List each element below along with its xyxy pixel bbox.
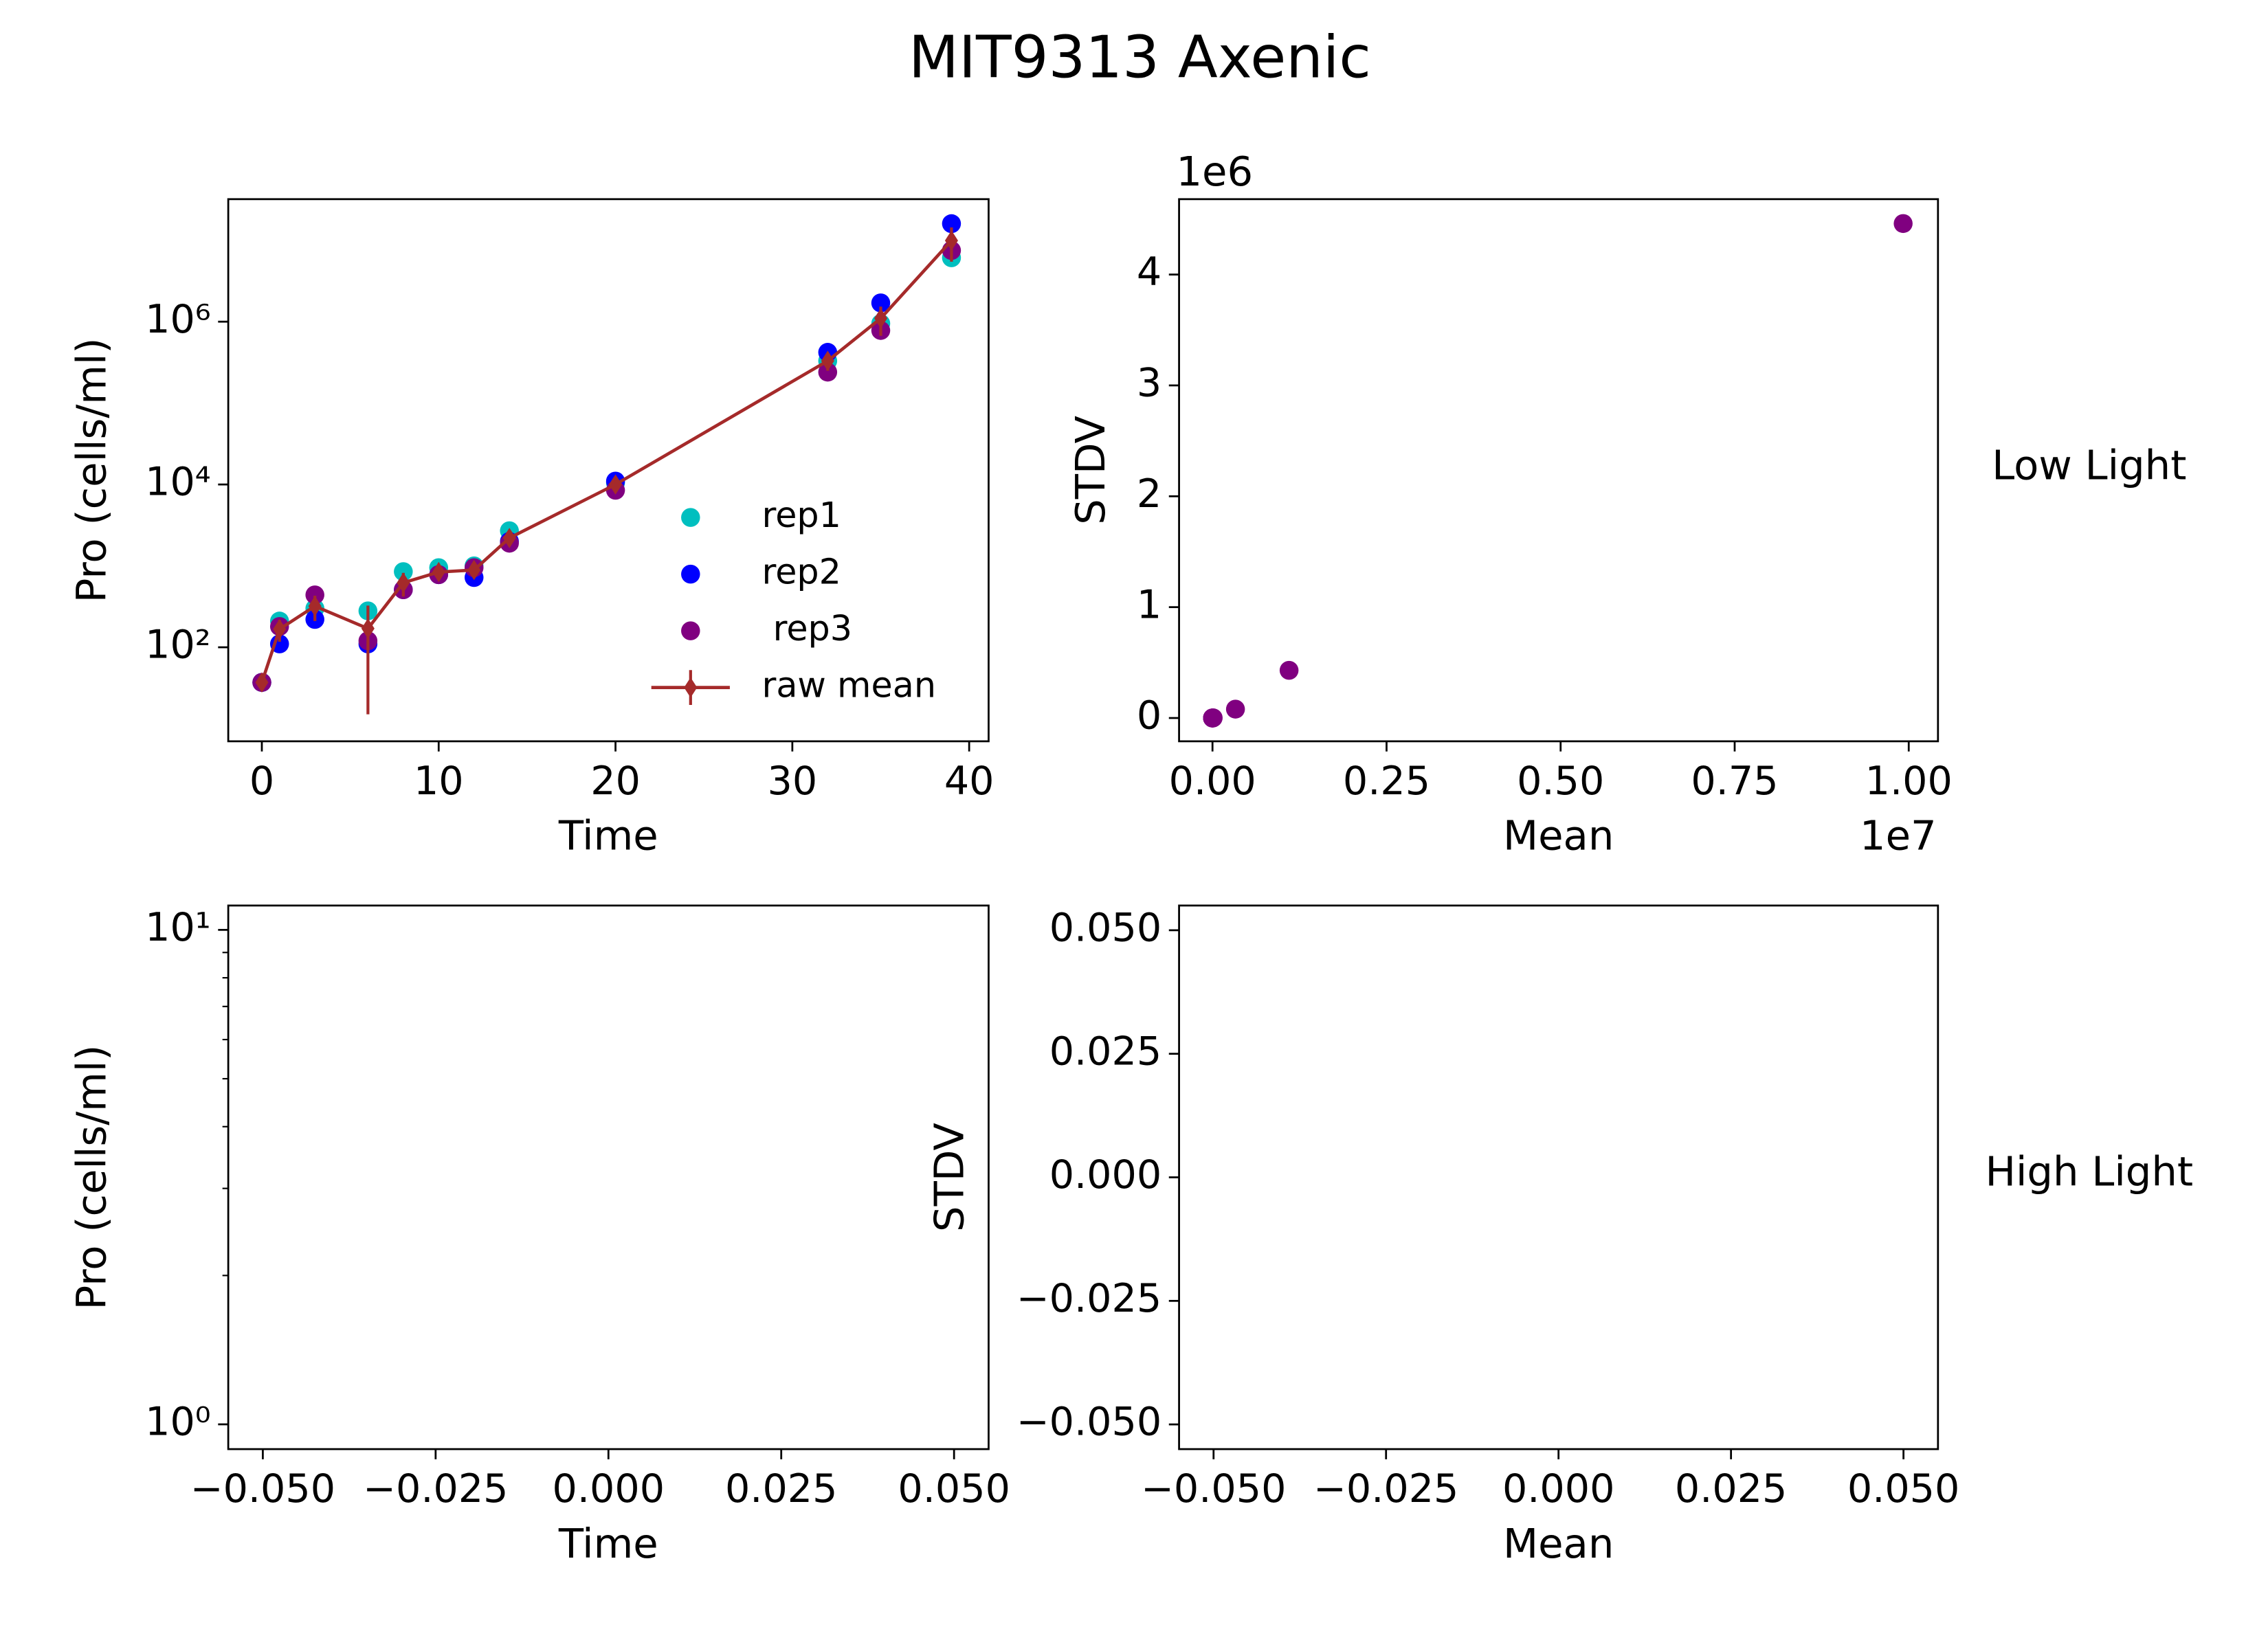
y-tick-label: −0.050 bbox=[1016, 1400, 1161, 1445]
x-tick-label: 0.00 bbox=[1169, 759, 1256, 804]
x-tick-label: 0.000 bbox=[1502, 1466, 1615, 1512]
x-tick-label: 40 bbox=[944, 759, 994, 804]
mean-marker bbox=[874, 308, 888, 329]
x-axis-label: Time bbox=[558, 1520, 658, 1567]
x-tick-label: 0.050 bbox=[1847, 1466, 1960, 1512]
x-tick-label: 1.00 bbox=[1865, 759, 1953, 804]
plot-area bbox=[252, 214, 961, 715]
x-tick-label: 0.50 bbox=[1517, 759, 1604, 804]
y-axis-label: STDV bbox=[926, 1123, 973, 1232]
x-tick-label: 0.050 bbox=[898, 1466, 1010, 1512]
y-axis-label: Pro (cells/ml) bbox=[68, 337, 115, 603]
y-tick-label: 10⁶ bbox=[145, 297, 211, 342]
x-axis-label: Time bbox=[558, 812, 658, 860]
legend-marker bbox=[681, 508, 700, 527]
y-tick-label: 10⁰ bbox=[145, 1400, 211, 1445]
axes-frame bbox=[227, 904, 990, 1450]
legend-marker bbox=[681, 564, 700, 584]
mean-line bbox=[260, 239, 953, 683]
mean-marker bbox=[273, 618, 287, 640]
legend-label: raw mean bbox=[761, 665, 936, 706]
x-tick-label: 30 bbox=[768, 759, 818, 804]
x-tick-label: 0.75 bbox=[1691, 759, 1778, 804]
subplot: −0.050 −0.025 0.000 0.025 0.050 −0.050 −0.025 0… bbox=[926, 904, 1960, 1567]
y-axis-label: Pro (cells/ml) bbox=[68, 1045, 115, 1310]
x-offset-label: 1e7 bbox=[1860, 812, 1937, 860]
subplot: −0.050 −0.025 0.000 0.025 0.050 10⁰ 10¹ Time Pro… bbox=[68, 904, 1010, 1567]
x-tick-label: 0.025 bbox=[1675, 1466, 1787, 1512]
x-tick-label: −0.050 bbox=[190, 1466, 335, 1512]
point bbox=[305, 585, 324, 605]
x-tick-label: 0 bbox=[249, 759, 274, 804]
x-tick-label: 10 bbox=[414, 759, 464, 804]
x-tick-label: 20 bbox=[590, 759, 641, 804]
y-offset-label: 1e6 bbox=[1176, 148, 1253, 195]
subplot: 0.00 0.25 0.50 0.75 1.00 0 1 2 3 4 Mean STDV 1e7 1e6 bbox=[1067, 148, 1953, 860]
y-tick-label: 0.000 bbox=[1049, 1152, 1161, 1198]
plot-area bbox=[1203, 214, 1913, 728]
row-label: High Light bbox=[1985, 1147, 2193, 1195]
y-axis-label: STDV bbox=[1067, 415, 1114, 524]
mean-marker bbox=[821, 350, 834, 372]
legend-marker bbox=[684, 677, 698, 698]
point bbox=[942, 214, 961, 234]
axes-frame bbox=[1178, 904, 1939, 1450]
point bbox=[1203, 708, 1223, 728]
y-tick-label: 0.025 bbox=[1049, 1029, 1161, 1074]
y-tick-label: 4 bbox=[1137, 249, 1161, 295]
mean-marker bbox=[944, 230, 958, 251]
legend: rep1 rep2 rep3 raw mean bbox=[651, 495, 936, 706]
y-tick-label: 3 bbox=[1137, 361, 1161, 406]
mean-marker bbox=[255, 672, 269, 693]
row-label: Low Light bbox=[1992, 441, 2186, 489]
y-tick-label: 0.050 bbox=[1049, 906, 1161, 951]
point bbox=[1279, 660, 1299, 680]
x-tick-label: 0.000 bbox=[553, 1466, 665, 1512]
y-tick-label: 10¹ bbox=[145, 905, 211, 950]
figure-title: MIT9313 Axenic bbox=[909, 23, 1371, 91]
y-tick-label: −0.025 bbox=[1016, 1276, 1161, 1321]
axes-frame bbox=[227, 198, 990, 743]
legend-label: rep1 bbox=[761, 495, 841, 535]
mean-marker bbox=[361, 618, 375, 639]
mean-marker bbox=[397, 572, 410, 593]
x-tick-label: −0.025 bbox=[1313, 1466, 1458, 1512]
x-axis-label: Mean bbox=[1503, 812, 1614, 860]
y-tick-label: 2 bbox=[1137, 471, 1161, 517]
subplot: 0 10 20 30 40 10² 10⁴ 10⁶ Time Pro (cells/ml) rep1… bbox=[68, 198, 994, 860]
x-tick-label: 0.25 bbox=[1343, 759, 1430, 804]
legend-label: rep3 bbox=[761, 608, 852, 649]
y-tick-label: 10⁴ bbox=[145, 460, 211, 505]
x-tick-label: 0.025 bbox=[725, 1466, 837, 1512]
legend-marker bbox=[681, 621, 700, 640]
mean-marker bbox=[609, 474, 623, 495]
y-tick-label: 10² bbox=[145, 622, 211, 668]
x-axis-label: Mean bbox=[1503, 1520, 1614, 1567]
x-tick-label: −0.050 bbox=[1141, 1466, 1286, 1512]
point bbox=[394, 562, 413, 581]
legend-label: rep2 bbox=[761, 552, 841, 592]
point bbox=[818, 362, 838, 382]
x-tick-label: −0.025 bbox=[363, 1466, 508, 1512]
y-tick-label: 1 bbox=[1137, 582, 1161, 627]
point bbox=[1893, 214, 1913, 234]
point bbox=[871, 293, 891, 313]
axes-frame bbox=[1178, 198, 1939, 743]
point bbox=[1225, 699, 1245, 719]
y-tick-label: 0 bbox=[1137, 693, 1161, 739]
